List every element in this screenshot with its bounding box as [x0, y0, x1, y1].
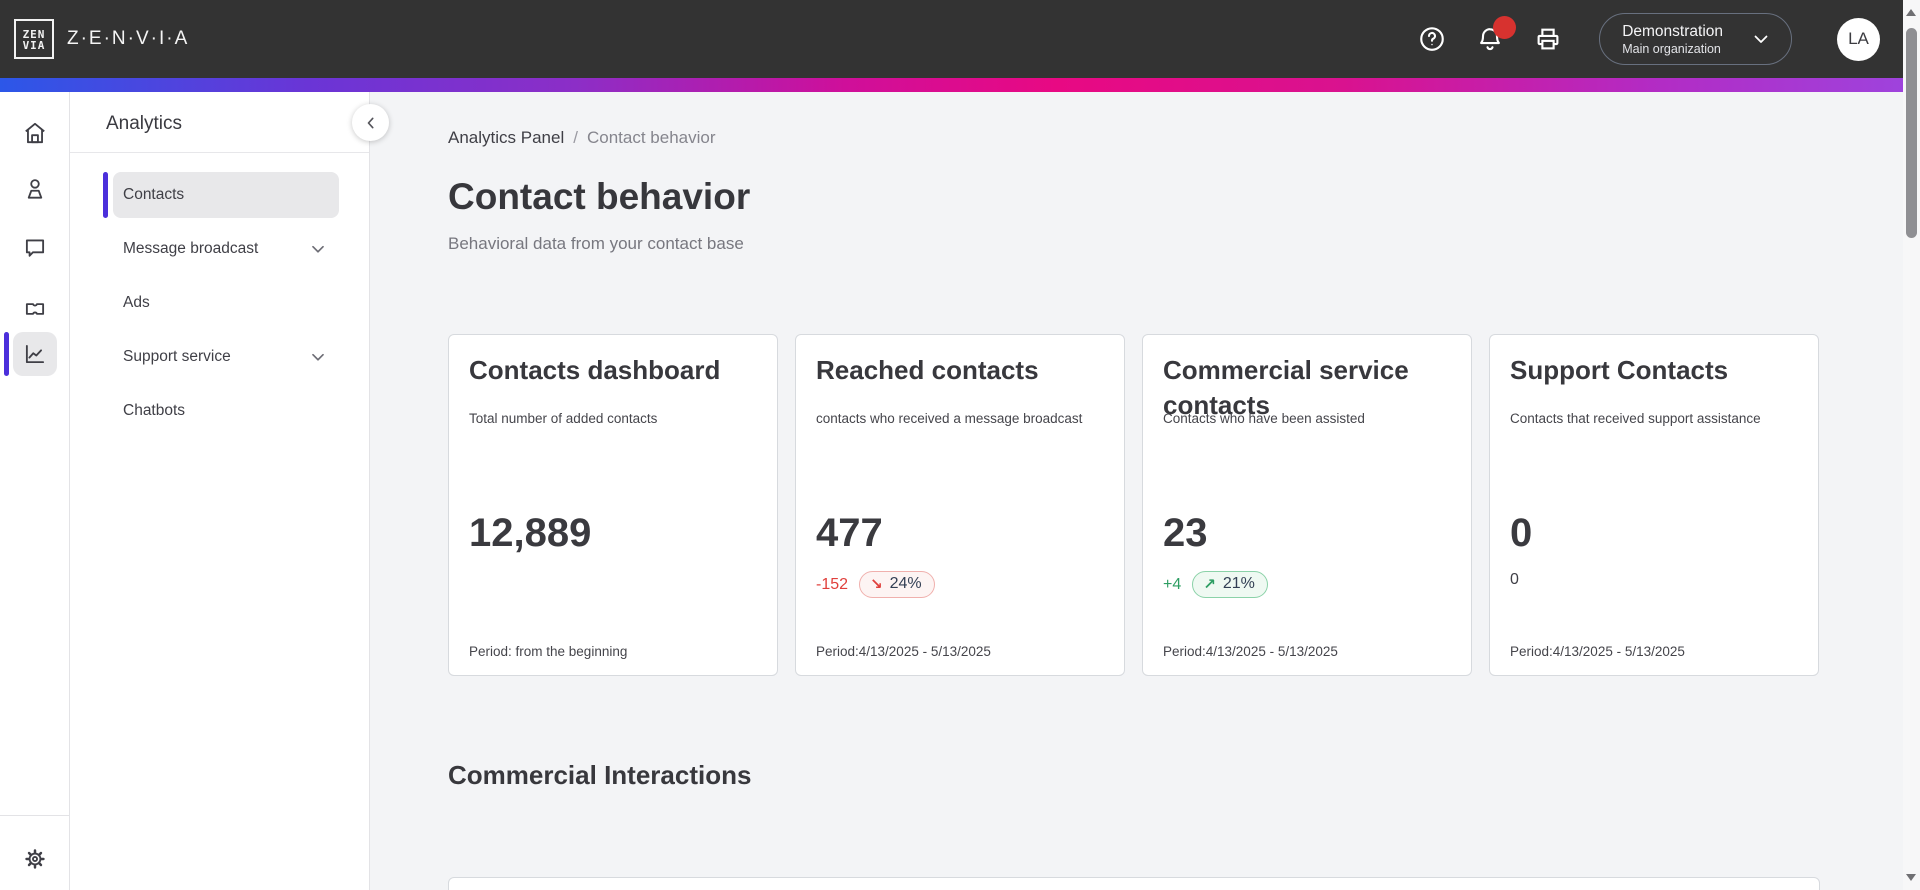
- active-indicator-bar: [103, 172, 108, 218]
- ticket-icon[interactable]: [13, 287, 57, 331]
- card-description: contacts who received a message broadcas…: [816, 411, 1083, 426]
- brand-gradient-bar: [0, 78, 1920, 92]
- logo-mark-line2: VIA: [22, 38, 46, 52]
- card-support-contacts: Support Contacts Contacts that received …: [1489, 334, 1819, 676]
- card-value: 477: [816, 511, 883, 555]
- logo-mark-line1: ZEN: [22, 27, 46, 41]
- settings-icon[interactable]: [13, 837, 57, 881]
- conversations-icon[interactable]: [13, 226, 57, 270]
- panel-title: Analytics: [106, 113, 183, 134]
- sidebar-item-ads[interactable]: Ads: [113, 280, 339, 326]
- sidebar-item-message-broadcast[interactable]: Message broadcast: [113, 226, 339, 272]
- sidebar-item-contacts[interactable]: Contacts: [103, 172, 339, 218]
- notifications-icon[interactable]: [1473, 16, 1517, 56]
- analytics-panel: Analytics Contacts Message broadcast Ads…: [70, 92, 370, 890]
- card-reached-contacts: Reached contacts contacts who received a…: [795, 334, 1125, 676]
- chevron-left-icon: [367, 117, 373, 128]
- breadcrumb-current: Contact behavior: [586, 128, 716, 147]
- trend-up-icon: ↗: [1203, 576, 1216, 593]
- scrollbar-thumb[interactable]: [1906, 28, 1917, 238]
- card-period: Period:4/13/2025 - 5/13/2025: [816, 644, 991, 659]
- scroll-up-arrow[interactable]: [1906, 9, 1916, 16]
- card-delta-row: -152 ↘ 24%: [816, 571, 935, 598]
- analytics-icon[interactable]: [4, 332, 57, 376]
- avatar-initials: LA: [1848, 29, 1869, 48]
- collapse-panel-button[interactable]: [352, 104, 389, 141]
- zenvia-logo[interactable]: ZEN VIA Z·E·N·V·I·A: [14, 19, 189, 59]
- organization-name: Demonstration: [1622, 22, 1723, 40]
- page-title: Contact behavior: [448, 176, 751, 217]
- card-value: 23: [1163, 511, 1208, 555]
- card-title: Support Contacts: [1510, 355, 1729, 385]
- delta-value: +4: [1163, 575, 1182, 593]
- section-heading-commercial-interactions: Commercial Interactions: [448, 760, 752, 790]
- card-period: Period: from the beginning: [469, 644, 628, 659]
- card-commercial-service-contacts: Commercial service contacts Contacts who…: [1142, 334, 1472, 676]
- nav-rail: [0, 92, 70, 890]
- chevron-down-icon: [307, 238, 329, 260]
- card-value: 0: [1510, 511, 1533, 555]
- print-icon[interactable]: [1531, 22, 1565, 56]
- sidebar-item-label: Message broadcast: [123, 240, 259, 257]
- home-icon[interactable]: [13, 111, 57, 155]
- card-delta-row: 0: [1510, 571, 1519, 589]
- panel-menu: Contacts Message broadcast Ads Support s…: [70, 172, 369, 442]
- zenvia-wordmark: Z·E·N·V·I·A: [67, 28, 190, 49]
- card-value: 12,889: [469, 511, 592, 555]
- page-subtitle: Behavioral data from your contact base: [448, 234, 744, 253]
- card-delta-row: +4 ↗ 21%: [1163, 571, 1268, 598]
- rail-divider: [0, 815, 70, 816]
- card-description: Contacts who have been assisted: [1163, 411, 1365, 426]
- organization-selector[interactable]: Demonstration Main organization: [1599, 13, 1792, 65]
- trend-badge: ↘ 24%: [859, 571, 935, 598]
- zenvia-logo-icon: ZEN VIA: [14, 19, 54, 59]
- top-bar: ZEN VIA Z·E·N·V·I·A: [0, 0, 1920, 78]
- panel-divider: [70, 152, 369, 153]
- kpi-cards-row: Contacts dashboard Total number of added…: [448, 334, 1819, 676]
- scroll-down-arrow[interactable]: [1906, 874, 1916, 881]
- card-period: Period:4/13/2025 - 5/13/2025: [1510, 644, 1685, 659]
- active-indicator-bar: [4, 332, 9, 376]
- sidebar-item-label: Ads: [123, 294, 150, 311]
- breadcrumb-separator: /: [573, 128, 578, 147]
- card-title: Reached contacts: [816, 355, 1039, 385]
- organization-subtitle: Main organization: [1622, 41, 1721, 56]
- delta-value: 0: [1510, 571, 1519, 588]
- trend-badge: ↗ 21%: [1192, 571, 1268, 598]
- trend-down-icon: ↘: [870, 576, 883, 593]
- sidebar-item-support-service[interactable]: Support service: [113, 334, 339, 380]
- breadcrumb-analytics-panel[interactable]: Analytics Panel: [448, 128, 565, 147]
- chevron-down-icon: [1749, 27, 1773, 51]
- sidebar-item-label: Chatbots: [123, 402, 186, 419]
- chevron-down-icon: [307, 346, 329, 368]
- trend-percent: 21%: [1222, 575, 1255, 592]
- trend-percent: 24%: [889, 575, 922, 592]
- main-content: Analytics Panel / Contact behavior Conta…: [370, 92, 1903, 890]
- notification-badge-dot: [1493, 16, 1517, 39]
- card-contacts-dashboard: Contacts dashboard Total number of added…: [448, 334, 778, 676]
- card-description: Contacts that received support assistanc…: [1510, 411, 1761, 426]
- contacts-icon[interactable]: [13, 167, 57, 211]
- card-title: Commercial service contacts: [1163, 355, 1409, 420]
- card-title: Contacts dashboard: [469, 355, 721, 385]
- help-icon[interactable]: [1415, 22, 1449, 56]
- sidebar-item-chatbots[interactable]: Chatbots: [113, 388, 339, 434]
- vertical-scrollbar[interactable]: [1903, 0, 1920, 890]
- sidebar-item-label: Contacts: [123, 186, 185, 203]
- card-period: Period:4/13/2025 - 5/13/2025: [1163, 644, 1338, 659]
- commercial-interactions-card: [448, 877, 1820, 890]
- delta-value: -152: [816, 575, 849, 593]
- breadcrumb: Analytics Panel / Contact behavior: [448, 128, 716, 148]
- avatar[interactable]: LA: [1837, 17, 1880, 61]
- card-description: Total number of added contacts: [469, 411, 658, 426]
- sidebar-item-label: Support service: [123, 348, 231, 365]
